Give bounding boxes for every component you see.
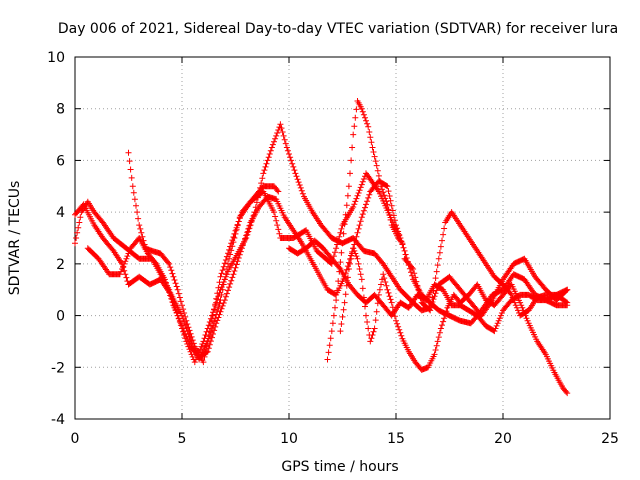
x-tick-label: 10	[280, 431, 298, 447]
data-series-6	[337, 245, 571, 397]
x-tick-label: 5	[178, 431, 187, 447]
y-tick-label: -2	[51, 360, 65, 376]
y-tick-label: 8	[56, 102, 65, 118]
y-tick-label: 2	[56, 257, 65, 273]
chart-title: Day 006 of 2021, Sidereal Day-to-day VTE…	[58, 21, 618, 37]
y-tick-labels: -4 -2 0 2 4 6 8 10	[47, 50, 65, 428]
axis-ticks	[74, 56, 611, 420]
data-series-8	[286, 237, 571, 335]
y-tick-label: 10	[47, 50, 65, 66]
x-tick-label: 0	[71, 431, 80, 447]
data-points	[72, 98, 571, 397]
y-tick-label: 4	[56, 205, 65, 221]
grid-lines	[75, 57, 610, 419]
plot-frame	[74, 56, 611, 420]
x-tick-label: 20	[494, 431, 512, 447]
y-tick-label: 6	[56, 153, 65, 169]
x-tick-label: 25	[601, 431, 619, 447]
x-tick-label: 15	[387, 431, 405, 447]
y-axis-label: SDTVAR / TECUs	[7, 181, 23, 296]
x-axis-label: GPS time / hours	[281, 459, 398, 475]
y-tick-label: -4	[51, 412, 65, 428]
x-tick-labels: 0 5 10 15 20 25	[71, 431, 619, 447]
y-tick-label: 0	[56, 309, 65, 325]
data-series-5	[324, 98, 406, 363]
